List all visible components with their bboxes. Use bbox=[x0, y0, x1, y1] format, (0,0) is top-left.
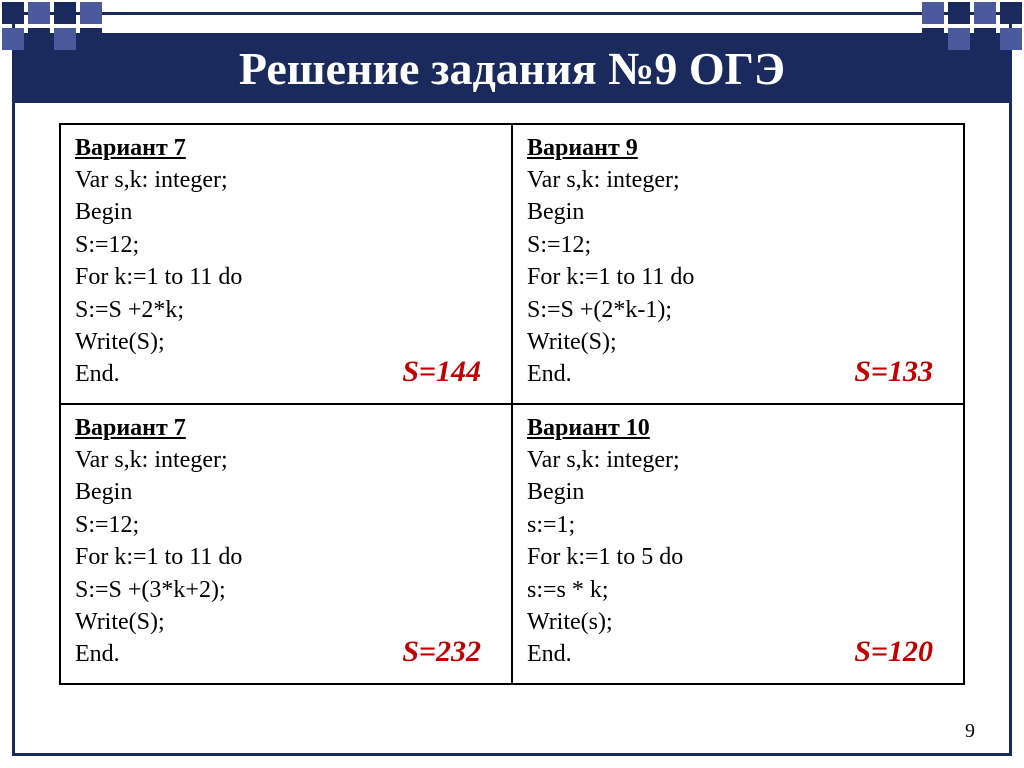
content-area: Вариант 7 Var s,k: integer; Begin S:=12;… bbox=[15, 103, 1009, 685]
code-line: For k:=1 to 11 do bbox=[75, 261, 497, 293]
code-line: Write(S); bbox=[75, 606, 497, 638]
cell-variant-3: Вариант 7 Var s,k: integer; Begin S:=12;… bbox=[60, 404, 512, 684]
cell-variant-1: Вариант 7 Var s,k: integer; Begin S:=12;… bbox=[60, 124, 512, 404]
code-line: S:=12; bbox=[75, 229, 497, 261]
code-line: Write(s); bbox=[527, 606, 949, 638]
code-line: Var s,k: integer; bbox=[75, 444, 497, 476]
code-line: S:=12; bbox=[527, 229, 949, 261]
answer-value: S=120 bbox=[854, 635, 933, 669]
code-line: Var s,k: integer; bbox=[75, 164, 497, 196]
code-line: Begin bbox=[527, 476, 949, 508]
slide-frame: Решение задания №9 ОГЭ Вариант 7 Var s,k… bbox=[12, 12, 1012, 756]
code-line: Var s,k: integer; bbox=[527, 444, 949, 476]
variants-table: Вариант 7 Var s,k: integer; Begin S:=12;… bbox=[59, 123, 965, 685]
code-line: Write(S); bbox=[527, 326, 949, 358]
variant-title: Вариант 7 bbox=[75, 135, 497, 162]
variant-title: Вариант 10 bbox=[527, 415, 949, 442]
code-line: S:=S +(3*k+2); bbox=[75, 574, 497, 606]
code-line: For k:=1 to 5 do bbox=[527, 541, 949, 573]
variant-title: Вариант 7 bbox=[75, 415, 497, 442]
code-line: Begin bbox=[75, 196, 497, 228]
code-line: Var s,k: integer; bbox=[527, 164, 949, 196]
page-title: Решение задания №9 ОГЭ bbox=[239, 42, 785, 95]
code-line: S:=12; bbox=[75, 509, 497, 541]
cell-variant-4: Вариант 10 Var s,k: integer; Begin s:=1;… bbox=[512, 404, 964, 684]
answer-value: S=133 bbox=[854, 355, 933, 389]
code-line: For k:=1 to 11 do bbox=[527, 261, 949, 293]
page-number: 9 bbox=[965, 720, 975, 743]
code-line: s:=s * k; bbox=[527, 574, 949, 606]
code-line: Write(S); bbox=[75, 326, 497, 358]
code-line: s:=1; bbox=[527, 509, 949, 541]
code-line: S:=S +2*k; bbox=[75, 294, 497, 326]
code-line: For k:=1 to 11 do bbox=[75, 541, 497, 573]
code-line: S:=S +(2*k-1); bbox=[527, 294, 949, 326]
code-line: Begin bbox=[75, 476, 497, 508]
answer-value: S=232 bbox=[402, 635, 481, 669]
code-line: Begin bbox=[527, 196, 949, 228]
answer-value: S=144 bbox=[402, 355, 481, 389]
corner-decoration-tl bbox=[2, 2, 102, 50]
cell-variant-2: Вариант 9 Var s,k: integer; Begin S:=12;… bbox=[512, 124, 964, 404]
corner-decoration-tr bbox=[922, 2, 1022, 50]
variant-title: Вариант 9 bbox=[527, 135, 949, 162]
title-bar: Решение задания №9 ОГЭ bbox=[15, 33, 1009, 103]
